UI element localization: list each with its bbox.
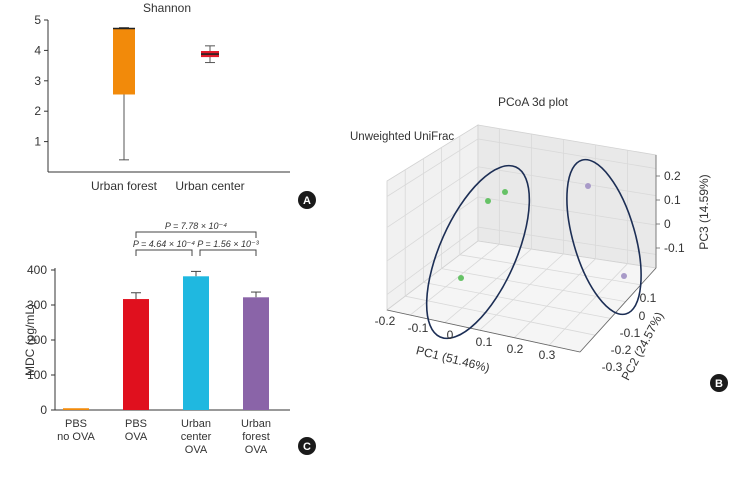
pcoa-pc2-tick: 0.1 bbox=[640, 291, 657, 305]
panel-c-y-tick-label: 100 bbox=[27, 368, 47, 382]
pcoa-grid-y-floor bbox=[405, 295, 596, 336]
significance-label-3: P = 1.56 × 10⁻³ bbox=[197, 239, 259, 249]
pcoa-grid-x-floor bbox=[444, 248, 532, 323]
pcoa-grid-z bbox=[386, 226, 657, 295]
pcoa-point-purple-1 bbox=[585, 183, 591, 189]
panel-c-y-tick-label: 0 bbox=[40, 403, 47, 417]
panel-c-badge: C bbox=[298, 437, 316, 455]
pcoa-point-green-3 bbox=[458, 275, 464, 281]
panel-c-badge-letter: C bbox=[303, 441, 311, 453]
bar-3 bbox=[183, 276, 209, 410]
pcoa-grid-z bbox=[386, 166, 657, 228]
pcoa-gridlines bbox=[386, 128, 657, 346]
panel-a-badge: A bbox=[298, 191, 316, 209]
panel-a-y-ticks: 1 2 3 4 5 bbox=[34, 13, 48, 149]
bar-2 bbox=[123, 299, 149, 410]
box-urban-forest bbox=[113, 28, 135, 95]
pcoa-pc1-tick: -0.2 bbox=[375, 314, 396, 328]
pcoa-point-green-1 bbox=[485, 198, 491, 204]
panel-c-x-label: PBS no OVA bbox=[57, 418, 95, 443]
panel-a-x-labels: Urban forest Urban center bbox=[91, 179, 245, 193]
panel-a-y-tick-label: 5 bbox=[34, 13, 41, 27]
pcoa-pc1-axis bbox=[386, 309, 581, 353]
pcoa-grid-x-floor bbox=[514, 258, 596, 339]
significance-label-2: P = 4.64 × 10⁻⁴ bbox=[133, 239, 195, 249]
panel-c-y-tick-label: 300 bbox=[27, 298, 47, 312]
panel-a-y-tick-label: 3 bbox=[34, 74, 41, 88]
panel-a-title: Shannon bbox=[143, 1, 191, 15]
pcoa-tick-labels: -0.2 -0.1 0 0.1 0.2 0.3 0.1 0 -0.1 -0.2 -0.3 0.2 0.1… bbox=[375, 169, 685, 374]
panel-c-y-tick-label: 200 bbox=[27, 333, 47, 347]
panel-a-badge-letter: A bbox=[303, 195, 311, 207]
panel-a-x-label: Urban forest bbox=[91, 179, 158, 193]
pcoa-grid-z bbox=[386, 196, 657, 262]
pcoa-ellipse-green bbox=[425, 164, 531, 340]
pcoa-ellipse-purple bbox=[566, 158, 642, 316]
panel-a-boxes bbox=[113, 27, 219, 161]
panel-c-significance: P = 7.78 × 10⁻⁴ P = 4.64 × 10⁻⁴ P = 1.56 ×… bbox=[133, 221, 260, 256]
pcoa-pc2-axis bbox=[579, 267, 657, 353]
pcoa-grid-y-floor bbox=[459, 254, 641, 286]
pcoa-pc1-tick: 0.3 bbox=[539, 348, 556, 362]
pcoa-pc2-tick: 0 bbox=[639, 309, 646, 323]
pcoa-pc3-tick: 0.2 bbox=[664, 169, 681, 183]
panel-b-badge-letter: B bbox=[715, 378, 723, 390]
pcoa-pc1-tick: 0.1 bbox=[476, 335, 493, 349]
pcoa-pc2-tick: -0.3 bbox=[602, 360, 623, 374]
pcoa-pc2-tick: -0.2 bbox=[611, 343, 632, 357]
bar-1 bbox=[63, 408, 89, 410]
panel-c-mdc-chart: MDC (pg/mL) 0 100 200 300 400 PBS no OVA PBS OV… bbox=[23, 221, 290, 456]
panel-a-y-tick-label: 4 bbox=[34, 43, 41, 57]
panel-a-x-label: Urban center bbox=[175, 179, 244, 193]
panel-b-pcoa-chart: PCoA 3d plot Unweighted UniFrac -0.2 -0.1… bbox=[350, 95, 711, 383]
pcoa-pc3-label: PC3 (14.59%) bbox=[697, 174, 711, 249]
panel-c-x-labels: PBS no OVA PBS OVA Urban center OVA Urban forest… bbox=[57, 418, 271, 456]
pcoa-grid-x-floor bbox=[409, 243, 500, 316]
panel-c-x-label: Urban center OVA bbox=[181, 418, 212, 456]
pcoa-pc1-tick: 0 bbox=[447, 328, 454, 342]
pcoa-pc2-tick: -0.1 bbox=[620, 326, 641, 340]
panel-a-shannon-chart: Shannon 1 2 3 4 5 Urban forest Urban center bbox=[34, 1, 290, 193]
pcoa-pc3-tick: 0.1 bbox=[664, 193, 681, 207]
pcoa-pc3-tick: -0.1 bbox=[664, 241, 685, 255]
panel-c-y-label: MDC (pg/mL) bbox=[23, 304, 37, 376]
pcoa-grid-x-floor bbox=[548, 263, 628, 346]
panel-a-y-tick-label: 1 bbox=[34, 135, 41, 149]
pcoa-grid-z bbox=[386, 138, 657, 197]
pcoa-grid-y-floor bbox=[423, 282, 611, 319]
pcoa-pc1-tick: -0.1 bbox=[408, 321, 429, 335]
panel-b-title: PCoA 3d plot bbox=[498, 95, 569, 109]
panel-c-y-ticks: 0 100 200 300 400 bbox=[27, 263, 55, 417]
pcoa-points bbox=[458, 183, 627, 281]
pcoa-grid-y-floor bbox=[441, 268, 626, 302]
significance-bracket-2 bbox=[135, 249, 193, 256]
pcoa-point-purple-2 bbox=[621, 273, 627, 279]
pcoa-pc1-tick: 0.2 bbox=[507, 342, 524, 356]
significance-bracket-1 bbox=[135, 231, 257, 238]
pcoa-pc3-tick: 0 bbox=[664, 217, 671, 231]
panel-c-bars bbox=[63, 270, 269, 410]
panel-c-x-label: PBS OVA bbox=[125, 418, 148, 443]
panel-c-x-label: Urban forest OVA bbox=[241, 418, 271, 456]
panel-c-y-tick-label: 400 bbox=[27, 263, 47, 277]
bar-4 bbox=[243, 297, 269, 410]
panel-a-y-tick-label: 2 bbox=[34, 104, 41, 118]
significance-label-1: P = 7.78 × 10⁻⁴ bbox=[165, 221, 227, 231]
panel-b-badge: B bbox=[710, 374, 728, 392]
pcoa-grid-x-floor bbox=[479, 253, 564, 331]
panel-b-subtitle: Unweighted UniFrac bbox=[350, 131, 454, 143]
pcoa-point-green-2 bbox=[502, 189, 508, 195]
significance-bracket-3 bbox=[199, 249, 257, 256]
